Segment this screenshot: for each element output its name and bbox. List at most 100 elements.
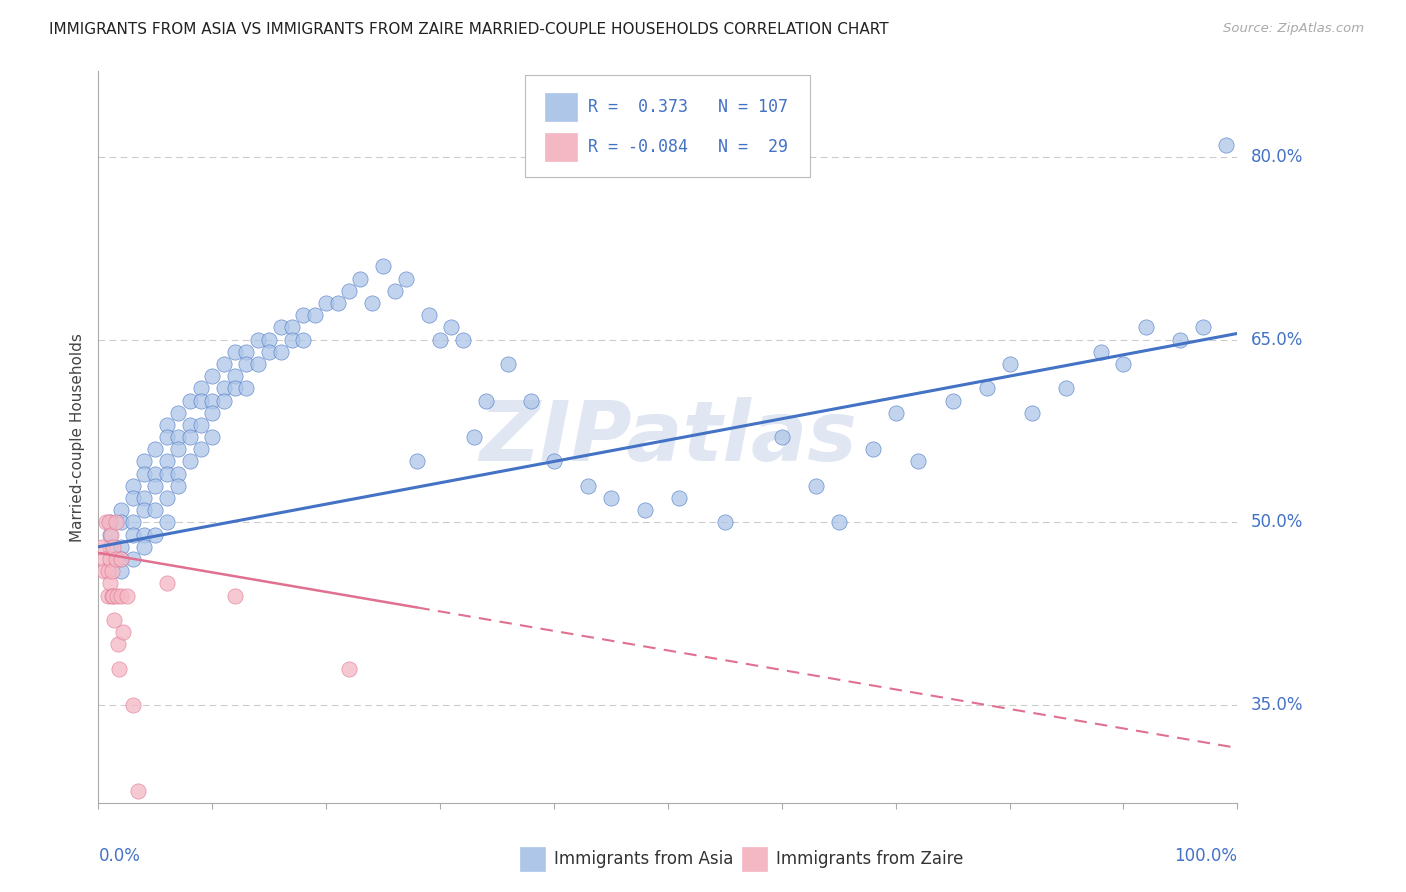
Point [349,271,371,285]
Point [543,454,565,468]
Point [326,296,349,310]
Point [418,308,440,322]
Text: 0.0%: 0.0% [98,847,141,864]
Point [474,393,496,408]
Point [179,454,201,468]
Point [179,430,201,444]
Point [714,516,737,530]
Text: R =  0.373   N = 107: R = 0.373 N = 107 [588,98,789,116]
Point [110,540,132,554]
Point [156,454,179,468]
Point [104,552,127,566]
Point [292,308,315,322]
Point [121,491,143,505]
Text: 100.0%: 100.0% [1174,847,1237,864]
Point [93,564,115,578]
Point [337,284,360,298]
Point [167,467,190,481]
Point [156,576,179,591]
FancyBboxPatch shape [526,75,810,178]
Point [828,516,851,530]
Point [110,503,132,517]
Point [498,357,520,371]
Point [942,393,965,408]
Point [101,589,124,603]
Point [1021,406,1043,420]
Point [115,589,138,603]
Point [1192,320,1215,334]
Point [201,406,224,420]
Point [315,296,337,310]
Point [127,783,149,797]
Text: Immigrants from Asia: Immigrants from Asia [554,850,734,868]
Point [292,333,315,347]
Point [145,467,167,481]
Point [190,393,212,408]
Point [90,540,112,554]
Point [108,662,131,676]
Point [121,479,143,493]
Point [98,527,121,541]
Point [259,333,281,347]
Text: 50.0%: 50.0% [1251,514,1303,532]
Point [156,417,179,432]
Point [190,417,212,432]
Point [98,576,121,591]
Point [576,479,599,493]
Point [96,564,118,578]
Text: 65.0%: 65.0% [1251,331,1303,349]
Point [121,516,143,530]
Y-axis label: Married-couple Households: Married-couple Households [69,333,84,541]
Point [103,613,125,627]
Point [145,527,167,541]
Point [103,540,125,554]
Point [270,320,292,334]
Point [395,271,418,285]
Point [451,333,474,347]
Point [337,662,360,676]
Point [212,381,235,395]
Point [96,516,118,530]
Bar [520,847,546,871]
Point [212,393,235,408]
Point [212,357,235,371]
Point [179,417,201,432]
Point [96,589,118,603]
Point [304,308,326,322]
Point [145,503,167,517]
Point [167,406,190,420]
Point [668,491,690,505]
Point [235,357,257,371]
Point [101,564,124,578]
Point [907,454,929,468]
Point [145,479,167,493]
Point [145,442,167,457]
Point [440,320,463,334]
Point [463,430,485,444]
Point [132,527,155,541]
Text: ZIPatlas: ZIPatlas [479,397,856,477]
Point [110,564,132,578]
Point [110,552,132,566]
Point [520,393,543,408]
Point [246,333,269,347]
Point [201,393,224,408]
Point [156,430,179,444]
Point [281,333,304,347]
Bar [546,133,576,161]
Point [804,479,827,493]
Point [107,637,129,651]
Point [1090,344,1112,359]
Point [110,516,132,530]
Point [1054,381,1078,395]
Point [98,540,121,554]
Point [770,430,793,444]
Point [132,540,155,554]
Point [224,381,246,395]
Point [179,393,201,408]
Bar [742,847,766,871]
Text: IMMIGRANTS FROM ASIA VS IMMIGRANTS FROM ZAIRE MARRIED-COUPLE HOUSEHOLDS CORRELAT: IMMIGRANTS FROM ASIA VS IMMIGRANTS FROM … [49,22,889,37]
Point [98,552,121,566]
Point [371,260,394,274]
Point [132,467,155,481]
